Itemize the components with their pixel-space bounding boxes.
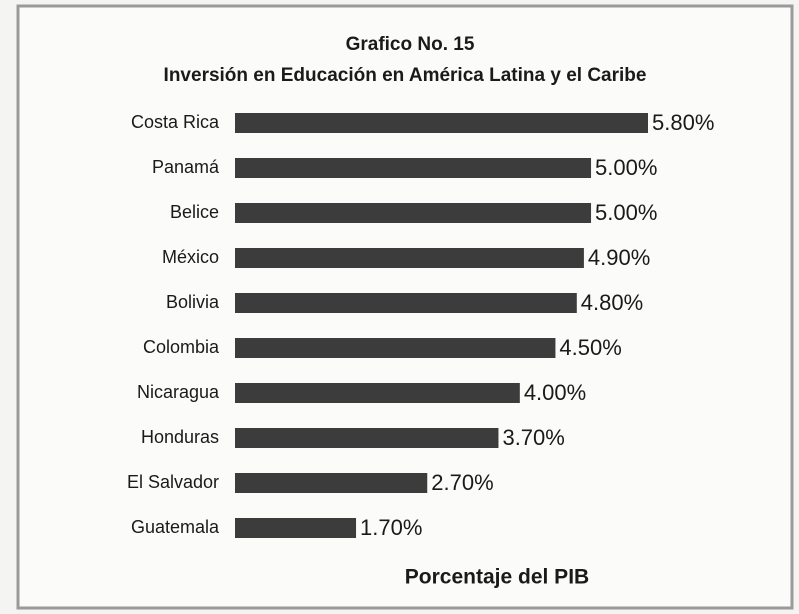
value-label: 5.80% (652, 110, 714, 135)
bar (235, 248, 584, 268)
category-label: Bolivia (166, 292, 220, 312)
bar (235, 383, 520, 403)
category-label: Guatemala (131, 517, 220, 537)
category-label: Belice (170, 202, 219, 222)
value-label: 5.00% (595, 200, 657, 225)
bar (235, 338, 556, 358)
category-label: Honduras (141, 427, 219, 447)
bar (235, 158, 592, 178)
category-label: Colombia (143, 337, 220, 357)
value-label: 4.00% (524, 380, 586, 405)
category-label: El Salvador (127, 472, 219, 492)
value-label: 5.00% (595, 155, 657, 180)
value-label: 2.70% (431, 470, 493, 495)
value-label: 4.50% (559, 335, 621, 360)
value-label: 3.70% (502, 425, 564, 450)
chart-title: Grafico No. 15 (346, 34, 475, 55)
category-label: Costa Rica (131, 112, 220, 132)
bar (235, 113, 648, 133)
value-label: 4.90% (588, 245, 650, 270)
bar (235, 428, 499, 448)
category-label: México (162, 247, 219, 267)
category-label: Panamá (152, 157, 220, 177)
value-label: 1.70% (360, 515, 422, 540)
bar (235, 293, 577, 313)
bar (235, 518, 357, 538)
x-axis-label: Porcentaje del PIB (405, 566, 589, 589)
bar (235, 473, 428, 493)
chart-subtitle: Inversión en Educación en América Latina… (164, 65, 647, 86)
bar (235, 203, 592, 223)
category-label: Nicaragua (137, 382, 220, 402)
value-label: 4.80% (581, 290, 643, 315)
